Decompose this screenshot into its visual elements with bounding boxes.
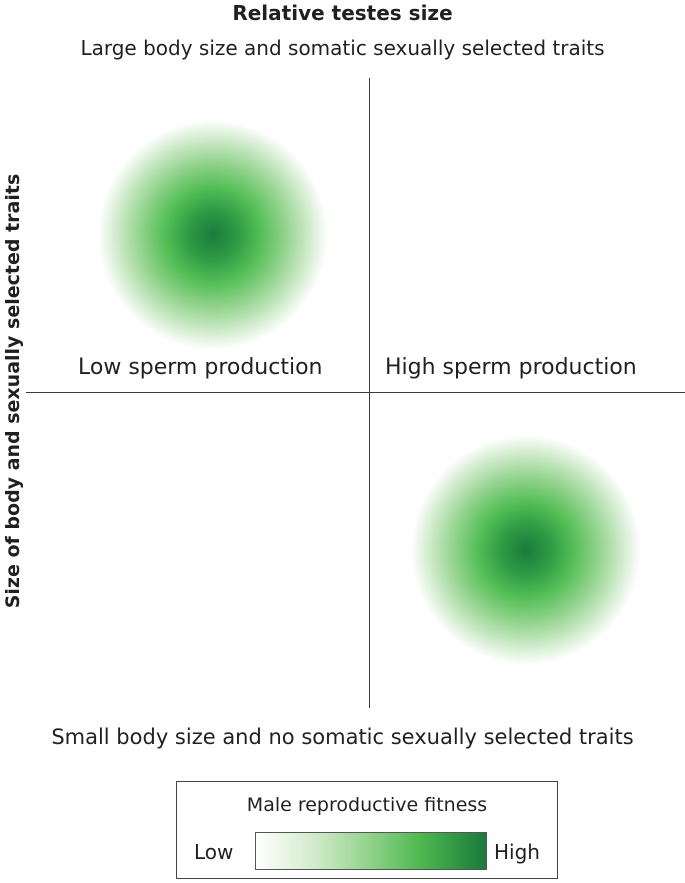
vertical-axis-line (369, 78, 370, 708)
top-axis-label: Large body size and somatic sexually sel… (80, 36, 605, 60)
low-sperm-production-label: Low sperm production (78, 355, 323, 380)
fitness-peak-top-left (98, 120, 328, 350)
legend-title: Male reproductive fitness (246, 794, 488, 816)
legend-low-label: Low (194, 840, 234, 864)
fitness-peak-bottom-right (411, 435, 641, 665)
y-axis-label: Size of body and sexually selected trait… (2, 173, 24, 609)
bottom-axis-label: Small body size and no somatic sexually … (51, 725, 634, 749)
diagram-title: Relative testes size (232, 1, 453, 25)
horizontal-axis-line (26, 392, 685, 393)
high-sperm-production-label: High sperm production (385, 355, 637, 380)
legend (176, 781, 558, 879)
legend-gradient-bar (255, 832, 487, 870)
legend-high-label: High (494, 840, 540, 864)
